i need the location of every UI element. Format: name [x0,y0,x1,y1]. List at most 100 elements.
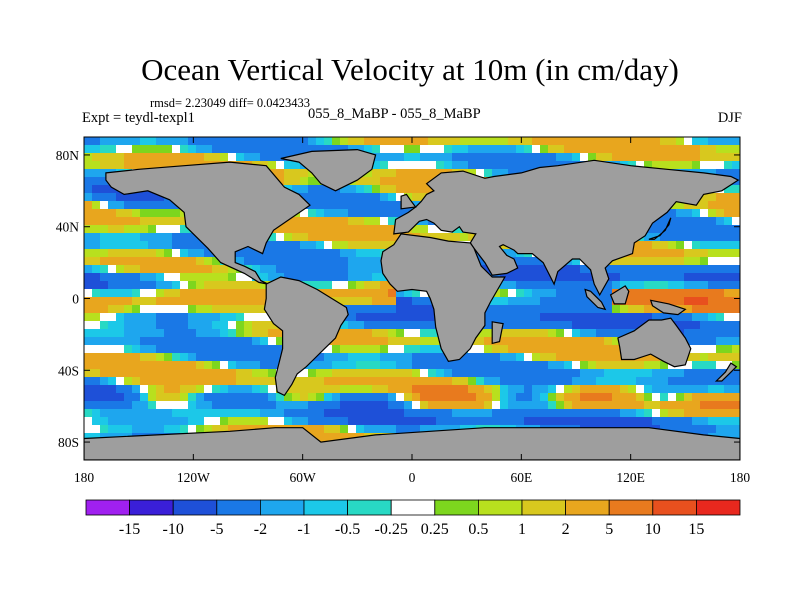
field-cell [452,401,461,410]
field-cell [380,169,389,178]
field-cell [260,313,269,322]
field-cell [564,273,573,282]
field-cell [292,417,301,426]
field-cell [356,241,365,250]
field-cell [236,401,245,410]
field-cell [428,305,437,314]
field-cell [708,217,717,226]
field-cell [236,249,245,258]
field-cell [724,289,733,298]
field-cell [604,297,613,306]
field-cell [84,185,93,194]
field-cell [724,393,733,402]
field-cell [148,305,157,314]
field-cell [548,321,557,330]
field-cell [156,137,165,146]
field-cell [380,217,389,226]
field-cell [492,145,501,154]
field-cell [500,337,509,346]
field-cell [108,257,117,266]
field-cell [700,329,709,338]
field-cell [236,369,245,378]
field-cell [620,281,629,290]
field-cell [644,385,653,394]
field-cell [732,409,740,418]
field-cell [140,377,149,386]
field-cell [188,385,197,394]
field-cell [340,185,349,194]
field-cell [196,257,205,266]
field-cell [580,289,589,298]
field-cell [540,401,549,410]
field-cell [500,385,509,394]
field-cell [476,257,485,266]
field-cell [660,241,669,250]
field-cell [332,289,341,298]
field-cell [636,161,645,170]
field-cell [412,297,421,306]
field-cell [220,417,229,426]
field-cell [204,321,213,330]
field-cell [716,393,725,402]
field-cell [148,353,157,362]
field-cell [92,161,101,170]
field-cell [556,153,565,162]
field-cell [340,225,349,234]
field-cell [708,265,717,274]
field-cell [116,313,125,322]
field-cell [404,409,413,418]
field-cell [228,281,237,290]
field-cell [260,153,269,162]
field-cell [692,217,701,226]
field-cell [396,321,405,330]
field-cell [324,353,333,362]
field-cell [100,369,109,378]
field-cell [132,345,141,354]
field-cell [524,153,533,162]
field-cell [404,289,413,298]
field-cell [92,217,101,226]
field-cell [244,273,253,282]
field-cell [260,265,269,274]
field-cell [692,369,701,378]
field-cell [724,305,733,314]
field-cell [428,409,437,418]
field-cell [476,345,485,354]
field-cell [692,385,701,394]
field-cell [196,273,205,282]
field-cell [412,329,421,338]
field-cell [596,337,605,346]
field-cell [636,361,645,370]
field-cell [668,273,677,282]
field-cell [172,361,181,370]
field-cell [484,409,493,418]
field-cell [100,417,109,426]
field-cell [484,369,493,378]
field-cell [588,345,597,354]
field-cell [268,153,277,162]
field-cell [532,289,541,298]
field-cell [652,401,661,410]
field-cell [116,217,125,226]
field-cell [220,289,229,298]
field-cell [324,201,333,210]
field-cell [132,337,141,346]
field-cell [524,353,533,362]
field-cell [700,417,709,426]
field-cell [204,329,213,338]
field-cell [204,281,213,290]
field-cell [108,185,117,194]
field-cell [300,145,309,154]
field-cell [516,409,525,418]
field-cell [156,377,165,386]
field-cell [476,401,485,410]
field-cell [212,289,221,298]
field-cell [148,289,157,298]
field-cell [716,337,725,346]
field-cell [692,241,701,250]
field-cell [92,185,101,194]
field-cell [556,281,565,290]
field-cell [204,385,213,394]
field-cell [84,249,93,258]
field-cell [428,425,437,434]
